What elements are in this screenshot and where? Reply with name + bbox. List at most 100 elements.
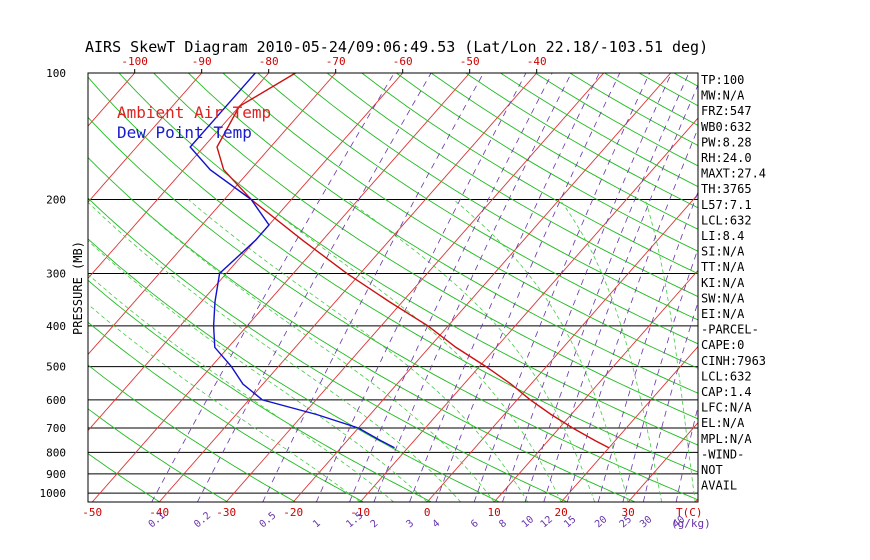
isotherm-line xyxy=(88,73,136,127)
index-item: CAP:1.4 xyxy=(701,385,752,399)
index-item: LCL:632 xyxy=(701,369,752,383)
dry-adiabat-line xyxy=(292,73,698,321)
pressure-tick-label: 100 xyxy=(46,67,66,80)
index-item: RH:24.0 xyxy=(701,151,752,165)
mixing-ratio-tick-label: 0.5 xyxy=(258,510,279,530)
mixing-ratio-line xyxy=(502,73,672,502)
dry-adiabat-line xyxy=(847,73,870,502)
bottom-temp-tick-label: 20 xyxy=(555,506,568,519)
dry-adiabat-line xyxy=(813,73,870,502)
dry-adiabat-line xyxy=(88,364,296,502)
bottom-temp-tick-label: 0 xyxy=(424,506,431,519)
bottom-temp-unit: T(C) xyxy=(676,506,703,519)
pressure-tick-label: 800 xyxy=(46,446,66,459)
isotherm-line xyxy=(762,73,870,502)
bottom-temp-axis: -50 -40 -30 -20 -10 0 10 20 30 xyxy=(82,506,635,519)
moist-adiabat-line xyxy=(188,199,529,502)
top-temp-axis: -100 -90 -80 -70 -60 -50 -40 xyxy=(121,55,547,73)
bottom-temp-tick-label: 30 xyxy=(622,506,635,519)
index-item: -PARCEL- xyxy=(701,323,759,337)
moist-adiabat-line xyxy=(131,199,495,502)
mixing-ratio-line xyxy=(543,84,698,502)
index-item: EL:N/A xyxy=(701,416,745,430)
plot-area xyxy=(0,72,870,503)
isotherm-line xyxy=(493,269,698,502)
dry-adiabat-line xyxy=(88,197,568,502)
mixing-ratio-line xyxy=(566,127,698,502)
dry-adiabat-line xyxy=(743,73,870,502)
dry-adiabat-line xyxy=(188,73,698,394)
grid-moist-adiabats xyxy=(88,199,696,502)
dry-adiabat-line xyxy=(326,73,698,298)
moist-adiabat-line xyxy=(88,240,428,502)
mixing-ratio-tick-label: 8 xyxy=(497,518,509,530)
moist-adiabat-line xyxy=(88,273,394,502)
pressure-tick-label: 400 xyxy=(46,320,66,333)
index-item: -WIND- xyxy=(701,447,744,461)
mixing-ratio-line xyxy=(262,73,484,502)
mixing-ratio-line xyxy=(524,73,690,502)
dry-adiabat-line xyxy=(88,76,698,473)
legend-dew-point-temp: Dew Point Temp xyxy=(117,123,252,142)
index-item: LFC:N/A xyxy=(701,401,752,415)
index-item: PW:8.28 xyxy=(701,135,752,149)
mixing-ratio-line xyxy=(642,300,698,502)
dry-adiabat-line xyxy=(396,73,698,252)
pressure-tick-label: 200 xyxy=(46,193,66,206)
pressure-tick-label: 600 xyxy=(46,394,66,407)
isotherm-line xyxy=(0,73,68,502)
isotherm-line xyxy=(627,421,698,502)
dry-adiabat-line xyxy=(257,73,698,345)
mixing-ratio-line xyxy=(373,73,572,502)
top-temp-tick-label: -80 xyxy=(259,55,279,68)
dry-adiabat-line xyxy=(778,73,870,502)
mixing-ratio-tick-label: 10 xyxy=(520,514,536,530)
dry-adiabat-line xyxy=(88,279,432,502)
index-item: KI:N/A xyxy=(701,276,745,290)
index-item: LI:8.4 xyxy=(701,229,744,243)
top-temp-tick-label: -60 xyxy=(393,55,413,68)
legend-ambient-air-temp: Ambient Air Temp xyxy=(117,103,271,122)
isotherm-line xyxy=(359,117,698,502)
moist-adiabat-line xyxy=(88,201,461,502)
index-item: WB0:632 xyxy=(701,120,752,134)
top-temp-tick-label: -70 xyxy=(326,55,346,68)
mixing-ratio-line xyxy=(349,73,553,502)
grid-mixing-ratio-lines xyxy=(151,73,698,502)
dry-adiabat-line xyxy=(88,156,636,502)
index-item: NOT xyxy=(701,463,723,477)
dry-adiabat-line xyxy=(88,116,698,501)
moist-adiabat-line xyxy=(346,199,596,502)
mixing-ratio-tick-label: 1 xyxy=(311,518,323,530)
index-item: SW:N/A xyxy=(701,291,745,305)
dry-adiabat-line xyxy=(361,73,698,275)
index-item: CINH:7963 xyxy=(701,354,766,368)
mixing-ratio-line xyxy=(197,73,432,502)
index-item: TP:100 xyxy=(701,73,744,87)
index-item: SI:N/A xyxy=(701,245,745,259)
mixing-ratio-unit: (g/kg) xyxy=(671,517,711,530)
series-lines xyxy=(189,73,610,449)
dry-adiabat-line xyxy=(88,452,160,502)
index-item: LCL:632 xyxy=(701,213,752,227)
pressure-tick-label: 700 xyxy=(46,422,66,435)
legend: Ambient Air Temp Dew Point Temp xyxy=(117,103,271,142)
mixing-ratio-line xyxy=(597,190,698,502)
bottom-temp-tick-label: -50 xyxy=(82,506,102,519)
mixing-ratio-line xyxy=(151,73,395,502)
mixing-ratio-line xyxy=(409,73,600,502)
dry-adiabat-line xyxy=(222,73,698,369)
ambient-air-temp-line xyxy=(216,73,610,449)
dry-adiabat-line xyxy=(88,408,228,502)
mixing-ratio-line xyxy=(473,73,650,502)
index-item: L57:7.1 xyxy=(701,198,752,212)
isotherm-line xyxy=(88,73,337,356)
index-item: EI:N/A xyxy=(701,307,745,321)
isotherm-line xyxy=(158,73,538,502)
index-item: AVAIL xyxy=(701,479,737,493)
y-axis-label: PRESSURE (MB) xyxy=(71,241,85,335)
chart-title: AIRS SkewT Diagram 2010-05-24/09:06:49.5… xyxy=(85,38,708,56)
pressure-tick-label: 900 xyxy=(46,468,66,481)
mixing-ratio-line xyxy=(622,247,698,502)
